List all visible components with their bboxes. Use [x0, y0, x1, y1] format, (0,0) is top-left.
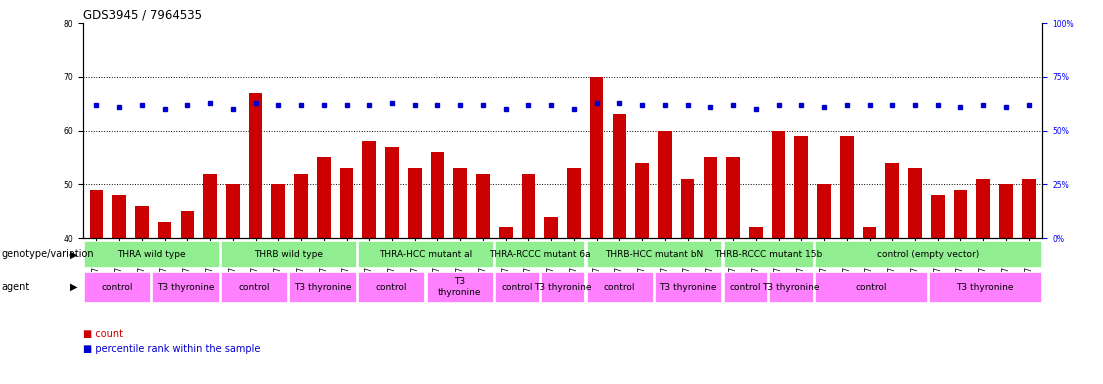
Text: T3 thyronine: T3 thyronine: [956, 283, 1014, 291]
Text: ■ count: ■ count: [83, 329, 122, 339]
Bar: [221, 272, 287, 302]
Bar: [499, 227, 513, 238]
Text: THRA-HCC mutant al: THRA-HCC mutant al: [378, 250, 472, 259]
Bar: [1021, 179, 1036, 238]
Bar: [221, 242, 356, 267]
Bar: [522, 174, 535, 238]
Bar: [681, 179, 695, 238]
Bar: [248, 93, 263, 238]
Bar: [226, 184, 239, 238]
Text: control (empty vector): control (empty vector): [877, 250, 979, 259]
Bar: [358, 242, 493, 267]
Text: THRB wild type: THRB wild type: [254, 250, 323, 259]
Text: ▶: ▶: [69, 282, 77, 292]
Bar: [908, 168, 922, 238]
Bar: [317, 157, 331, 238]
Bar: [749, 227, 762, 238]
Text: THRB-RCCC mutant 15b: THRB-RCCC mutant 15b: [714, 250, 822, 259]
Bar: [84, 242, 218, 267]
Text: THRA-RCCC mutant 6a: THRA-RCCC mutant 6a: [489, 250, 590, 259]
Bar: [158, 222, 171, 238]
Bar: [658, 131, 672, 238]
Bar: [358, 272, 425, 302]
Bar: [999, 184, 1013, 238]
Text: T3 thyronine: T3 thyronine: [660, 283, 717, 291]
Text: GDS3945 / 7964535: GDS3945 / 7964535: [83, 9, 202, 22]
Bar: [295, 174, 308, 238]
Text: control: control: [604, 283, 635, 291]
Text: THRB-HCC mutant bN: THRB-HCC mutant bN: [604, 250, 703, 259]
Bar: [113, 195, 126, 238]
Bar: [704, 157, 717, 238]
Bar: [540, 272, 585, 302]
Bar: [817, 184, 831, 238]
Bar: [815, 272, 927, 302]
Text: T3 thyronine: T3 thyronine: [534, 283, 591, 291]
Text: control: control: [729, 283, 761, 291]
Bar: [769, 272, 813, 302]
Text: control: control: [855, 283, 887, 291]
Bar: [181, 211, 194, 238]
Bar: [545, 217, 558, 238]
Bar: [363, 141, 376, 238]
Bar: [954, 190, 967, 238]
Bar: [271, 184, 285, 238]
Bar: [863, 227, 877, 238]
Bar: [495, 242, 585, 267]
Bar: [84, 272, 150, 302]
Bar: [289, 272, 356, 302]
Bar: [89, 190, 104, 238]
Bar: [929, 272, 1041, 302]
Bar: [135, 206, 149, 238]
Text: control: control: [501, 283, 533, 291]
Bar: [612, 114, 627, 238]
Bar: [476, 174, 490, 238]
Bar: [815, 242, 1041, 267]
Bar: [794, 136, 808, 238]
Bar: [724, 272, 767, 302]
Text: T3
thyronine: T3 thyronine: [438, 277, 482, 297]
Bar: [635, 163, 649, 238]
Bar: [840, 136, 854, 238]
Bar: [655, 272, 721, 302]
Text: THRA wild type: THRA wild type: [117, 250, 185, 259]
Bar: [430, 152, 445, 238]
Bar: [587, 242, 721, 267]
Bar: [886, 163, 899, 238]
Bar: [590, 77, 603, 238]
Text: control: control: [238, 283, 270, 291]
Bar: [453, 168, 467, 238]
Bar: [385, 147, 399, 238]
Text: agent: agent: [1, 282, 30, 292]
Bar: [724, 242, 813, 267]
Text: control: control: [375, 283, 407, 291]
Bar: [203, 174, 217, 238]
Text: control: control: [101, 283, 132, 291]
Text: T3 thyronine: T3 thyronine: [293, 283, 352, 291]
Text: genotype/variation: genotype/variation: [1, 249, 94, 260]
Text: T3 thyronine: T3 thyronine: [157, 283, 214, 291]
Bar: [427, 272, 493, 302]
Bar: [567, 168, 580, 238]
Bar: [976, 179, 990, 238]
Bar: [726, 157, 740, 238]
Bar: [931, 195, 944, 238]
Bar: [587, 272, 653, 302]
Text: ▶: ▶: [69, 249, 77, 260]
Text: ■ percentile rank within the sample: ■ percentile rank within the sample: [83, 344, 260, 354]
Text: T3 thyronine: T3 thyronine: [762, 283, 820, 291]
Bar: [152, 272, 218, 302]
Bar: [408, 168, 421, 238]
Bar: [772, 131, 785, 238]
Bar: [340, 168, 353, 238]
Bar: [495, 272, 538, 302]
